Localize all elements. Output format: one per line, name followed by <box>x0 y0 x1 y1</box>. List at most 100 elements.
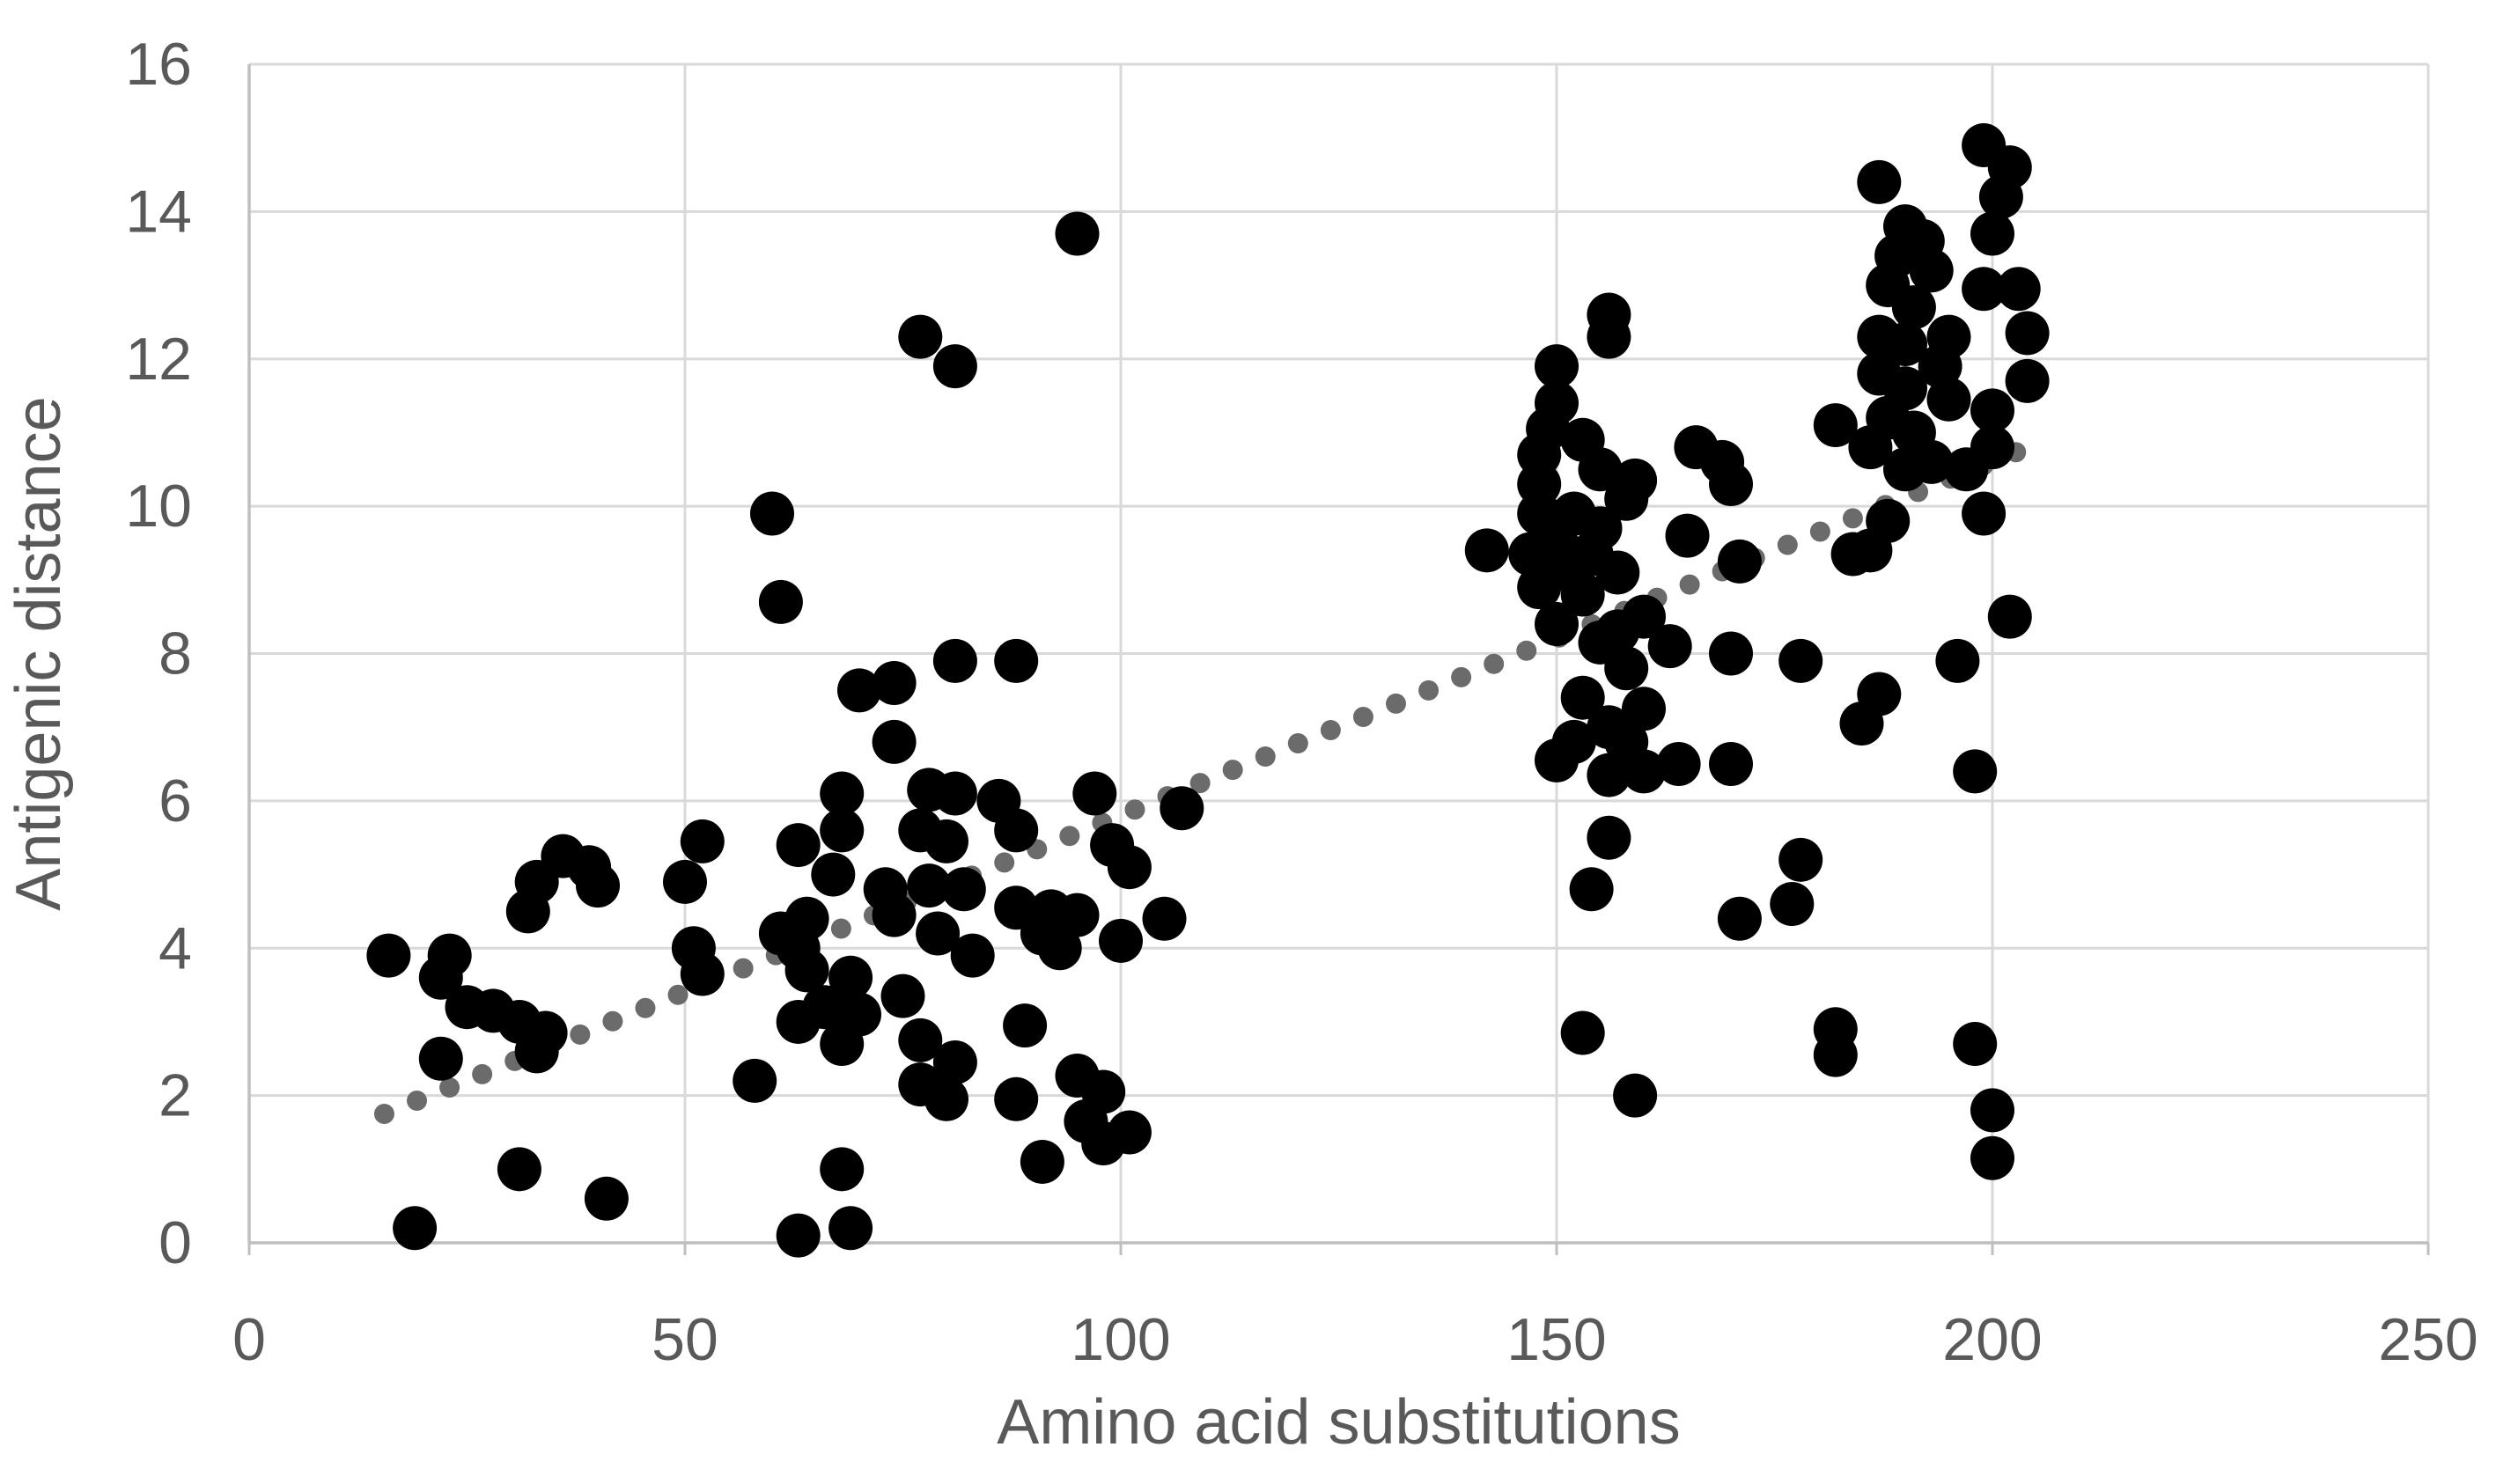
data-point <box>1595 550 1640 595</box>
data-point <box>1717 896 1762 941</box>
x-tick-label: 0 <box>232 1306 266 1373</box>
data-point <box>1970 388 2014 433</box>
data-point <box>1535 602 1579 647</box>
data-point <box>1813 1032 1858 1077</box>
data-point <box>1099 918 1143 963</box>
data-point <box>1857 672 1902 716</box>
data-point <box>2005 311 2050 356</box>
data-point <box>1055 211 1100 256</box>
data-point <box>1560 1010 1605 1055</box>
data-point <box>1987 145 2032 190</box>
data-point <box>784 948 829 993</box>
x-tick-label: 50 <box>652 1306 718 1373</box>
data-point <box>1604 646 1649 691</box>
data-point <box>366 933 411 978</box>
data-point <box>924 819 968 863</box>
data-point <box>1962 491 2007 536</box>
x-axis-title: Amino acid substitutions <box>997 1387 1680 1458</box>
data-point <box>393 1206 438 1251</box>
x-tick-label: 100 <box>1071 1306 1170 1373</box>
data-point <box>1656 742 1701 787</box>
data-point <box>941 867 986 912</box>
y-tick-label: 10 <box>125 473 192 540</box>
data-point <box>1560 675 1605 720</box>
data-point <box>1970 211 2014 256</box>
data-point <box>1970 1135 2014 1180</box>
data-point <box>418 1036 463 1081</box>
data-point <box>1647 624 1692 669</box>
data-point <box>820 1147 865 1192</box>
y-tick-label: 0 <box>158 1209 192 1276</box>
y-tick-label: 8 <box>158 621 192 687</box>
data-point <box>1587 314 1631 359</box>
data-point <box>1142 896 1187 941</box>
data-point <box>1709 742 1753 787</box>
data-point <box>1909 248 1954 293</box>
data-point <box>1778 638 1823 683</box>
x-tick-label: 200 <box>1942 1306 2042 1373</box>
data-point <box>584 1176 629 1221</box>
data-point <box>1037 926 1082 971</box>
data-point <box>916 911 961 956</box>
data-point <box>1020 1139 1064 1184</box>
y-tick-label: 2 <box>158 1062 192 1129</box>
data-point <box>497 1147 541 1192</box>
data-point <box>427 933 472 978</box>
data-point <box>776 823 821 868</box>
data-point <box>907 863 952 908</box>
data-point <box>1622 687 1666 731</box>
data-point <box>880 973 925 1018</box>
data-point <box>1996 267 2041 312</box>
data-point <box>994 808 1039 853</box>
data-point <box>1709 631 1753 676</box>
data-point <box>1613 458 1658 503</box>
data-point <box>1926 314 1971 359</box>
x-tick-label: 150 <box>1506 1306 1606 1373</box>
data-point <box>1926 377 1971 422</box>
data-point <box>1587 815 1631 860</box>
data-point <box>1560 572 1605 617</box>
data-point <box>872 893 917 937</box>
data-point <box>2005 358 2050 403</box>
data-point <box>837 992 881 1037</box>
data-point <box>1909 439 1954 484</box>
data-point <box>750 491 794 536</box>
data-point <box>1987 594 2032 639</box>
data-point <box>1578 506 1623 551</box>
data-point <box>733 1058 777 1103</box>
data-point <box>1883 322 1927 367</box>
data-point <box>1970 425 2014 470</box>
data-point <box>1622 594 1666 639</box>
y-tick-label: 6 <box>158 768 192 834</box>
data-point <box>1160 786 1204 831</box>
data-point <box>932 771 977 816</box>
data-point <box>1107 1110 1152 1155</box>
data-point <box>1866 498 1911 543</box>
data-point <box>1970 1088 2014 1133</box>
data-point <box>680 819 725 863</box>
data-point <box>1935 638 1980 683</box>
data-point <box>898 1017 943 1062</box>
data-point <box>1464 528 1509 573</box>
data-point <box>932 344 977 389</box>
data-point <box>663 859 707 904</box>
data-point <box>1709 462 1753 507</box>
data-point <box>1551 719 1596 764</box>
data-point <box>872 660 917 705</box>
data-point <box>576 863 620 908</box>
data-point <box>1813 403 1858 448</box>
x-tick-label: 250 <box>2378 1306 2478 1373</box>
data-point <box>802 985 847 1030</box>
data-point <box>828 1206 873 1251</box>
data-point <box>1003 1003 1048 1048</box>
data-point <box>1107 845 1152 890</box>
y-tick-label: 12 <box>125 326 192 393</box>
data-point <box>1883 366 1927 411</box>
data-point <box>811 852 856 897</box>
data-point <box>1535 380 1579 425</box>
data-point <box>1962 267 2007 312</box>
data-point <box>828 955 873 1000</box>
data-point <box>994 1076 1039 1121</box>
